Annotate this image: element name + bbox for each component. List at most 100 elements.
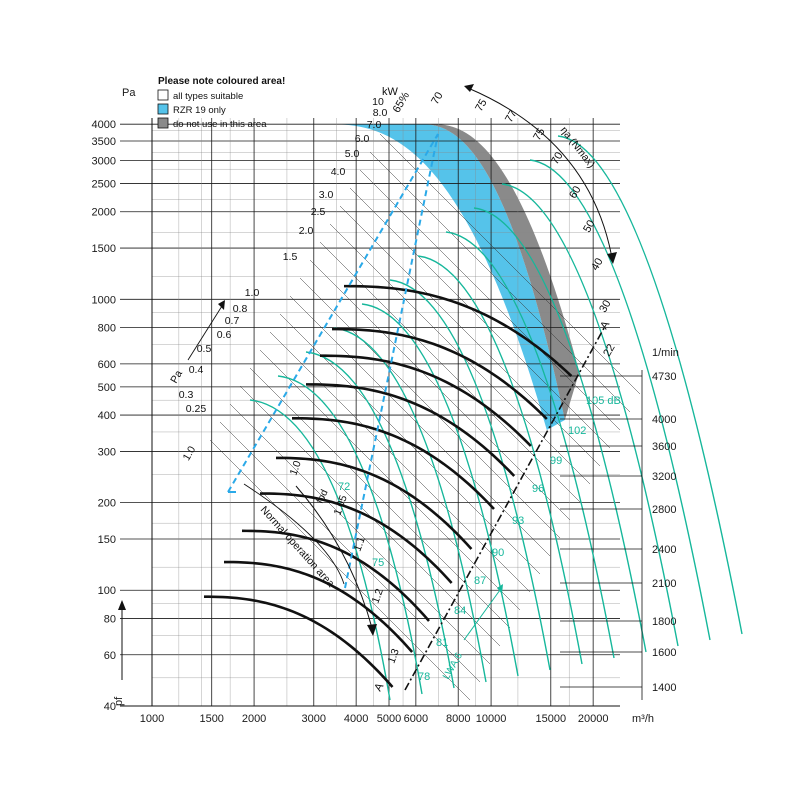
y-tick-label: 1500 (92, 243, 116, 255)
noise-label: 81 (436, 637, 448, 649)
kw-label: 5.0 (345, 148, 360, 160)
efficiency-label: 70 (429, 90, 446, 107)
efficiency-label: 77 (503, 108, 520, 125)
power-ray (349, 187, 611, 449)
y-tick-label: 80 (104, 613, 116, 625)
grid (120, 118, 620, 707)
kw-label: 0.4 (189, 364, 204, 376)
a-line (404, 327, 605, 691)
noise-label: 90 (492, 547, 504, 559)
pa-scale-arrow (187, 305, 223, 361)
kw-label: 1.0 (245, 287, 260, 299)
power-ray (219, 421, 481, 683)
speed-tick-label: 2800 (652, 504, 676, 516)
noise-arrowhead (497, 584, 503, 594)
speed-tick-label: 2400 (652, 544, 676, 556)
y-tick-label: 300 (98, 446, 116, 458)
speed-tick-label: 3600 (652, 441, 676, 453)
speed-curve (241, 529, 430, 622)
noise-label: 105 dB (586, 395, 621, 407)
efficiency-label: 70 (549, 150, 566, 167)
speed-tick-label: 1800 (652, 616, 676, 628)
kw-label: 8.0 (373, 107, 388, 119)
normal-operation-arc (243, 483, 345, 585)
efficiency-label: 40 (589, 256, 606, 273)
efficiency-label: 50 (581, 218, 598, 235)
power-ray (379, 133, 641, 395)
noise-label: 87 (474, 575, 486, 587)
efficiency-curve (417, 255, 583, 665)
efficiency-label: 60 (567, 184, 584, 201)
noise-label: 102 (568, 425, 586, 437)
efficiency-curves (249, 135, 743, 701)
x-tick-label: 15000 (535, 713, 566, 725)
speed-curve (305, 383, 516, 477)
efficiency-curve (333, 327, 487, 683)
speed-curve (331, 327, 548, 420)
pd-arc-head (367, 624, 377, 636)
efficiency-label: 30 (597, 298, 614, 315)
noise-arrow (463, 589, 501, 641)
power-ray (359, 169, 621, 431)
noise-label: 93 (512, 515, 524, 527)
legend-title: Please note coloured area! (158, 76, 285, 87)
x-axis-unit: m³/h (632, 713, 654, 725)
pd-label: 1.05 (332, 494, 350, 517)
scales-and-lines (118, 84, 643, 700)
kw-label: 0.8 (233, 303, 248, 315)
efficiency-curve (361, 303, 519, 677)
efficiency-curve (249, 399, 391, 701)
y-tick-label: 400 (98, 410, 116, 422)
kw-label: 1.0 (181, 444, 199, 463)
legend-swatch-rzr19 (157, 103, 169, 115)
zone-rzr19 (327, 124, 565, 431)
efficiency-curve (277, 375, 423, 695)
y-tick-label: 800 (98, 323, 116, 335)
kw-label: 0.3 (179, 389, 194, 401)
legend-label-all-types: all types suitable (173, 91, 243, 102)
noise-label: 78 (418, 671, 430, 683)
optimum-dashed-line-2 (344, 133, 439, 589)
kw-label: 0.5 (197, 343, 212, 355)
efficiency-curve (557, 135, 743, 635)
kw-label: 4.0 (331, 166, 346, 178)
efficiency-curve (389, 279, 551, 671)
speed-curve (203, 595, 394, 688)
y-tick-label: 40 (104, 701, 116, 713)
efficiency-label: 75 (531, 126, 548, 143)
y-tick-label: 60 (104, 650, 116, 662)
power-ray (209, 439, 471, 701)
power-ray (309, 259, 571, 521)
power-ray (299, 277, 561, 539)
legend-label-no-use: do not use in this area (173, 119, 267, 130)
y-tick-label: 2500 (92, 179, 116, 191)
x-tick-label: 20000 (578, 713, 609, 725)
speed-tick-label: 2100 (652, 578, 676, 590)
y-axis-unit: Pa (122, 87, 136, 99)
efficiency-label: 22 (601, 342, 618, 359)
mid-label: 75 (372, 557, 384, 569)
kw-label: 7.0 (367, 119, 382, 131)
speed-axis-unit: 1/min (652, 347, 679, 359)
kw-label: 0.6 (217, 329, 232, 341)
x-tick-label: 1000 (140, 713, 164, 725)
pd-arc (295, 485, 373, 629)
x-tick-label: 8000 (446, 713, 470, 725)
power-ray (369, 151, 631, 413)
y-tick-label: 3000 (92, 156, 116, 168)
legend-swatch-no-use (157, 117, 169, 129)
efficiency-curve (305, 351, 455, 689)
noise-label: 96 (532, 483, 544, 495)
power-ray (249, 367, 511, 629)
efficiency-curve (473, 207, 647, 653)
speed-curve (275, 456, 473, 550)
efficiency-arc-tail (464, 84, 474, 92)
noise-unit: LWA,6 (441, 651, 465, 682)
normal-operation-label: Normal operation area (258, 504, 337, 590)
efficiency-unit: ηa (Nmax) (558, 124, 598, 170)
efficiency-label: 75 (473, 97, 490, 114)
noise-label: 99 (550, 455, 562, 467)
y-tick-label: 600 (98, 359, 116, 371)
speed-tick-label: 4000 (652, 414, 676, 426)
